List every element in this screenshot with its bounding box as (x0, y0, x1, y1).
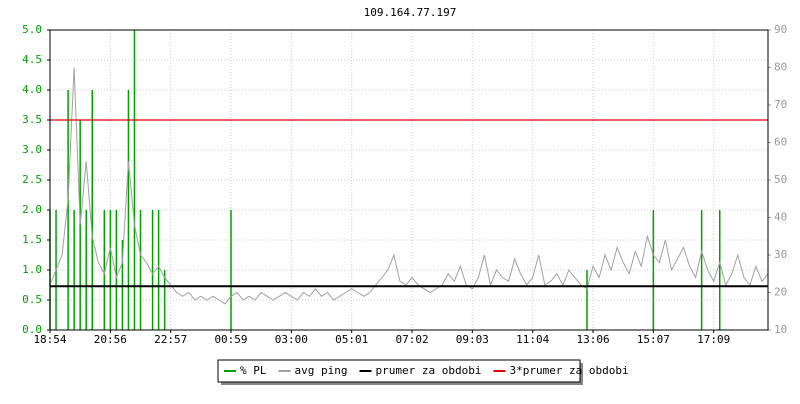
x-tick-label: 15:07 (637, 333, 670, 346)
x-tick-label: 18:54 (33, 333, 66, 346)
y-tick-label: 1.0 (22, 263, 42, 276)
y2-tick-label: 70 (774, 98, 787, 111)
y-tick-label: 3.0 (22, 143, 42, 156)
x-tick-label: 05:01 (335, 333, 368, 346)
y-tick-label: 0.5 (22, 293, 42, 306)
y2-tick-label: 30 (774, 248, 787, 261)
y-tick-label: 1.5 (22, 233, 42, 246)
y2-tick-label: 60 (774, 136, 787, 149)
y2-tick-label: 80 (774, 61, 787, 74)
y-tick-label: 2.5 (22, 173, 42, 186)
y2-tick-label: 50 (774, 173, 787, 186)
y-tick-label: 4.0 (22, 83, 42, 96)
x-tick-label: 11:04 (516, 333, 549, 346)
legend-label: prumer za obdobi (375, 364, 481, 377)
x-tick-label: 20:56 (94, 333, 127, 346)
y2-tick-label: 10 (774, 323, 787, 336)
x-tick-label: 22:57 (154, 333, 187, 346)
legend-label: avg ping (295, 364, 348, 377)
x-tick-label: 00:59 (214, 333, 247, 346)
chart-title: 109.164.77.197 (364, 6, 457, 19)
y-tick-label: 5.0 (22, 23, 42, 36)
x-tick-label: 17:09 (697, 333, 730, 346)
legend-label: % PL (240, 364, 267, 377)
y-tick-label: 0.0 (22, 323, 42, 336)
x-tick-label: 13:06 (576, 333, 609, 346)
y2-tick-label: 20 (774, 286, 787, 299)
y-tick-label: 2.0 (22, 203, 42, 216)
y-tick-label: 3.5 (22, 113, 42, 126)
x-tick-label: 09:03 (456, 333, 489, 346)
y2-tick-label: 40 (774, 211, 787, 224)
x-tick-label: 03:00 (275, 333, 308, 346)
plot-frame (49, 29, 769, 331)
x-tick-label: 07:02 (395, 333, 428, 346)
ping-line (49, 67, 769, 305)
legend-label: 3*prumer za obdobi (509, 364, 628, 377)
y2-tick-label: 90 (774, 23, 787, 36)
legend-box (217, 359, 581, 383)
y-tick-label: 4.5 (22, 53, 42, 66)
